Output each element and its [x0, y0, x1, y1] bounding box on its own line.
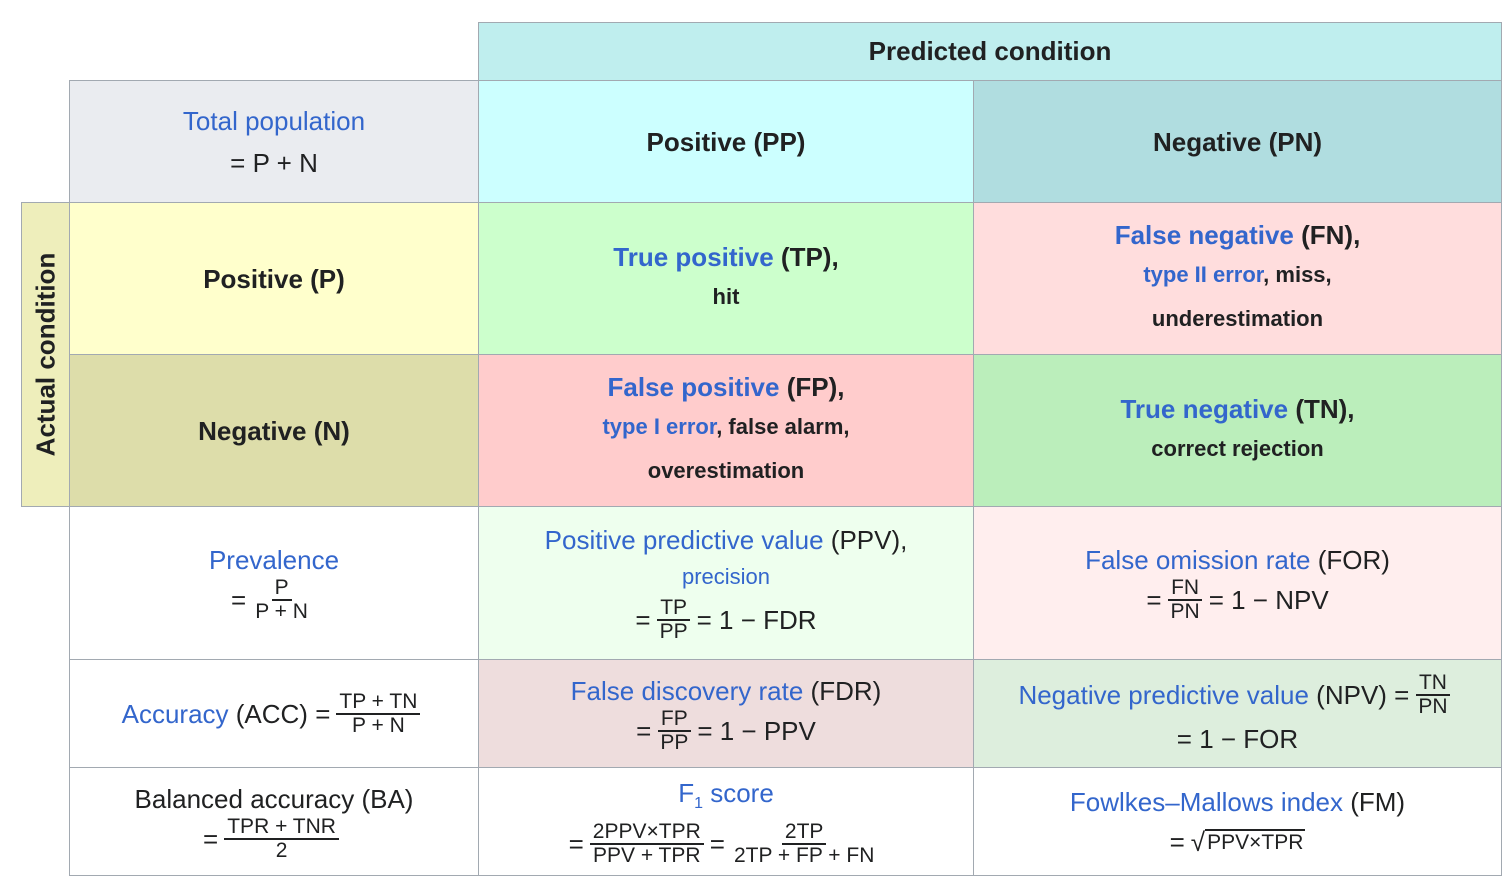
predicted-positive-cell: Positive (PP) — [478, 80, 974, 203]
total-population-link[interactable]: Total population — [182, 105, 366, 136]
ppv-link[interactable]: Positive predictive value — [544, 525, 824, 555]
predicted-condition-header: Predicted condition — [478, 22, 1502, 81]
predicted-negative-cell: Negative (PN) — [973, 80, 1502, 203]
for-fraction: FN PN — [1168, 577, 1203, 623]
fdr-link[interactable]: False discovery rate — [570, 675, 804, 706]
f1-score-link[interactable]: F1 score — [678, 777, 774, 813]
balanced-accuracy-cell: Balanced accuracy (BA) = TPR + TNR 2 — [69, 767, 479, 876]
prevalence-link[interactable]: Prevalence — [208, 545, 340, 575]
prevalence-cell: Prevalence = P P + N — [69, 506, 479, 660]
false-positive-cell: False positive (FP), type I error, false… — [478, 354, 974, 507]
ppv-cell: Positive predictive value (PPV), precisi… — [478, 506, 974, 660]
actual-condition-header: Actual condition — [21, 202, 70, 507]
prevalence-fraction: P P + N — [255, 576, 308, 623]
npv-link[interactable]: Negative predictive value — [1018, 679, 1309, 710]
accuracy-cell: Accuracy (ACC) = TP + TN P + N — [69, 659, 479, 768]
npv-cell: Negative predictive value (NPV) = TN PN … — [973, 659, 1502, 768]
type-i-error-link[interactable]: type I error — [602, 413, 717, 439]
fowlkes-mallows-cell: Fowlkes–Mallows index (FM) = √ PPV×TPR — [973, 767, 1502, 876]
ppv-fraction: TP PP — [657, 597, 691, 643]
actual-negative-cell: Negative (N) — [69, 354, 479, 507]
accuracy-fraction: TP + TN P + N — [336, 690, 421, 737]
square-root: √ PPV×TPR — [1190, 826, 1306, 857]
f1-fraction: 2PPV×TPR PPV + TPR — [589, 821, 704, 867]
fdr-cell: False discovery rate (FDR) = FP PP = 1 −… — [478, 659, 974, 768]
radical-sign-icon: √ — [1190, 826, 1206, 857]
f1-fraction-2: 2TP 2TP + FP + FN — [733, 820, 875, 868]
true-positive-cell: True positive (TP), hit — [478, 202, 974, 355]
true-negative-cell: True negative (TN), correct rejection — [973, 354, 1502, 507]
f1-score-cell: F1 score = 2PPV×TPR PPV + TPR = 2TP 2TP … — [478, 767, 974, 876]
npv-fraction: TN PN — [1415, 671, 1450, 718]
total-population-cell: Total population = P + N — [69, 80, 479, 203]
accuracy-link[interactable]: Accuracy — [121, 698, 229, 729]
true-negative-link[interactable]: True negative — [1120, 393, 1289, 424]
type-ii-error-link[interactable]: type II error — [1143, 261, 1264, 287]
true-positive-link[interactable]: True positive — [613, 241, 774, 272]
false-negative-cell: False negative (FN), type II error, miss… — [973, 202, 1502, 355]
false-negative-link[interactable]: False negative — [1114, 219, 1294, 250]
for-link[interactable]: False omission rate — [1085, 545, 1311, 575]
precision-link[interactable]: precision — [681, 564, 771, 589]
fdr-fraction: FP PP — [657, 707, 691, 754]
false-positive-link[interactable]: False positive — [607, 371, 780, 402]
ba-fraction: TPR + TNR 2 — [224, 815, 339, 862]
for-cell: False omission rate (FOR) = FN PN = 1 − … — [973, 506, 1502, 660]
actual-positive-cell: Positive (P) — [69, 202, 479, 355]
fowlkes-mallows-link[interactable]: Fowlkes–Mallows index — [1069, 786, 1343, 817]
